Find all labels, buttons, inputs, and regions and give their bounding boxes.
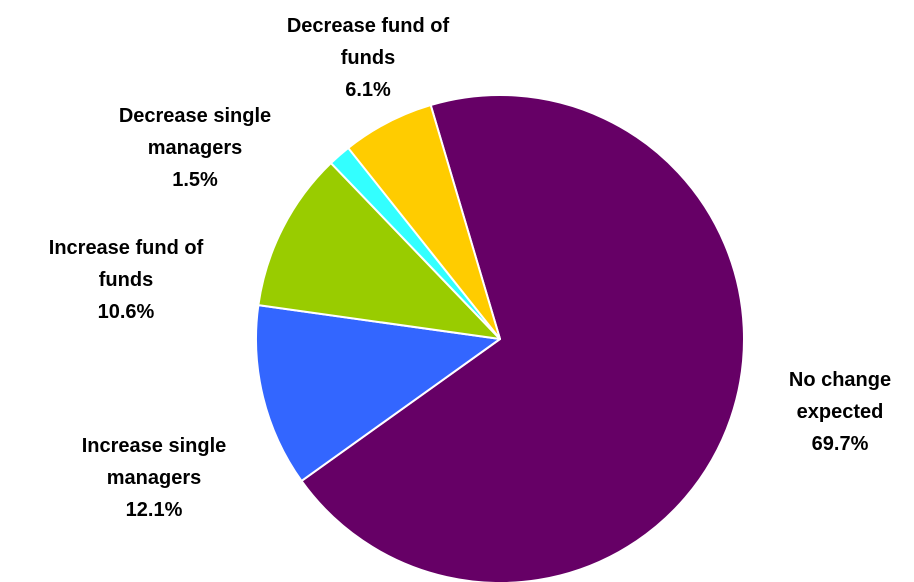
slice-label-decrease-fof-line2: funds — [340, 47, 396, 69]
slice-value-decrease-single: 1.5% — [172, 169, 218, 191]
slice-value-no-change: 69.7% — [811, 433, 869, 455]
slice-value-increase-single: 12.1% — [125, 499, 183, 521]
slice-value-decrease-fof: 6.1% — [345, 79, 391, 101]
slice-label-decrease-fof: Decrease fund of funds 6.1% — [287, 10, 449, 106]
pie-slice-no-change — [300, 94, 745, 582]
pie-slice-increase-single — [255, 304, 501, 482]
slice-label-decrease-single-line1: Decrease single — [118, 105, 272, 127]
slice-label-decrease-single-line2: managers — [147, 137, 243, 159]
slice-label-increase-single: Increase single managers 12.1% — [82, 430, 227, 526]
slice-label-no-change-line2: expected — [796, 401, 884, 423]
slice-label-no-change-line1: No change — [788, 369, 892, 391]
slice-label-increase-fof: Increase fund of funds 10.6% — [49, 232, 203, 328]
slice-label-increase-fof-line2: funds — [98, 269, 154, 291]
pie-slice-increase-fof — [257, 162, 501, 340]
pie-slice-decrease-fof — [347, 104, 501, 340]
slice-label-decrease-fof-line1: Decrease fund of — [286, 15, 450, 37]
slice-value-increase-fof: 10.6% — [97, 301, 155, 323]
slice-label-increase-single-line1: Increase single — [81, 435, 227, 457]
slice-label-decrease-single: Decrease single managers 1.5% — [119, 100, 271, 196]
slice-label-increase-single-line2: managers — [106, 467, 202, 489]
slice-label-increase-fof-line1: Increase fund of — [48, 237, 204, 259]
slice-label-no-change: No change expected 69.7% — [789, 364, 891, 460]
